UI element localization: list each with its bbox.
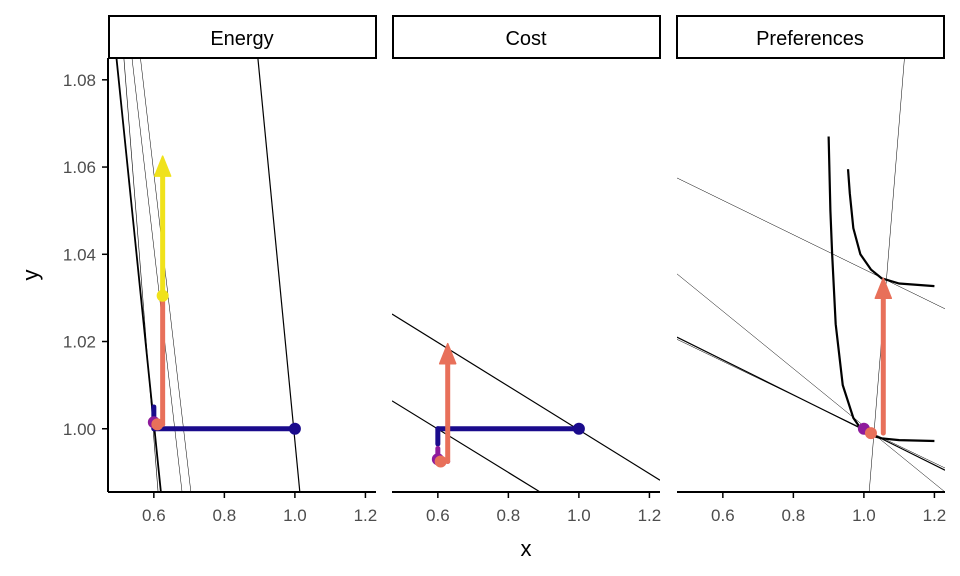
constraint-line: [677, 177, 945, 310]
y-tick-label: 1.04: [63, 245, 96, 264]
panel-energy-x-axis: 0.6 0.8 1.0 1.2: [108, 491, 378, 525]
strip-preferences-box: [676, 15, 945, 59]
strip-preferences-label: Preferences: [756, 28, 864, 50]
arrow-head: [153, 155, 172, 177]
x-tick-label: 0.6: [142, 506, 166, 525]
data-point: [151, 418, 164, 431]
y-tick-label: 1.08: [63, 71, 96, 90]
constraint-line: [257, 58, 301, 492]
x-tick-label: 1.0: [567, 506, 591, 525]
data-point: [864, 427, 877, 440]
x-tick-label: 1.2: [923, 506, 947, 525]
strip-energy-label: Energy: [210, 28, 273, 50]
x-tick-label: 0.8: [497, 506, 521, 525]
constraint-line: [392, 400, 541, 492]
x-tick-label: 0.6: [426, 506, 450, 525]
panel-preferences-x-axis: 0.6 0.8 1.0 1.2: [677, 491, 947, 525]
data-point: [156, 289, 169, 302]
indifference-curve: [827, 136, 935, 443]
constraint-line: [677, 273, 945, 492]
strip-cost-label: Cost: [505, 28, 547, 50]
panel-energy-plot: [115, 58, 301, 492]
x-axis-title: x: [521, 536, 532, 561]
x-tick-label: 1.0: [852, 506, 876, 525]
data-point: [288, 422, 301, 435]
x-tick-label: 0.8: [782, 506, 806, 525]
panel-cost: Cost 0.6 0.8 1.0 1.2: [392, 15, 662, 525]
x-tick-label: 0.8: [213, 506, 237, 525]
y-tick-label: 1.06: [63, 158, 96, 177]
x-tick-label: 1.2: [638, 506, 662, 525]
y-axis: 1.00 1.02 1.04 1.06 1.08 y: [18, 58, 109, 492]
panel-preferences-strip: Preferences: [676, 15, 945, 59]
constraint-line: [677, 339, 945, 469]
data-point: [434, 455, 447, 468]
constraint-line: [868, 58, 905, 492]
panel-energy-strip: Energy: [108, 15, 377, 59]
y-axis-title: y: [18, 270, 43, 281]
panel-energy: Energy 0.6 0.8 1.0 1.2: [108, 15, 378, 525]
strip-energy-box: [108, 15, 377, 59]
y-tick-label: 1.02: [63, 333, 96, 352]
panel-cost-strip: Cost: [392, 15, 661, 59]
strip-cost-box: [392, 15, 661, 59]
constraint-line: [140, 58, 192, 492]
x-tick-label: 1.0: [283, 506, 307, 525]
panel-preferences-plot: [677, 58, 945, 492]
panel-cost-plot: [392, 313, 660, 492]
constraint-line: [392, 313, 660, 481]
arrow-head: [874, 277, 893, 300]
constraint-line: [131, 58, 183, 492]
y-ticks: 1.00 1.02 1.04 1.06 1.08: [63, 71, 108, 439]
x-tick-label: 1.2: [354, 506, 378, 525]
indifference-curve: [846, 169, 935, 288]
arrow-head: [438, 342, 457, 365]
panel-preferences: Preferences 0.6 0.8 1.0 1.2: [676, 15, 947, 525]
panel-cost-x-axis: 0.6 0.8 1.0 1.2: [392, 491, 662, 525]
x-tick-label: 0.6: [711, 506, 735, 525]
y-tick-label: 1.00: [63, 420, 96, 439]
data-point: [572, 422, 585, 435]
